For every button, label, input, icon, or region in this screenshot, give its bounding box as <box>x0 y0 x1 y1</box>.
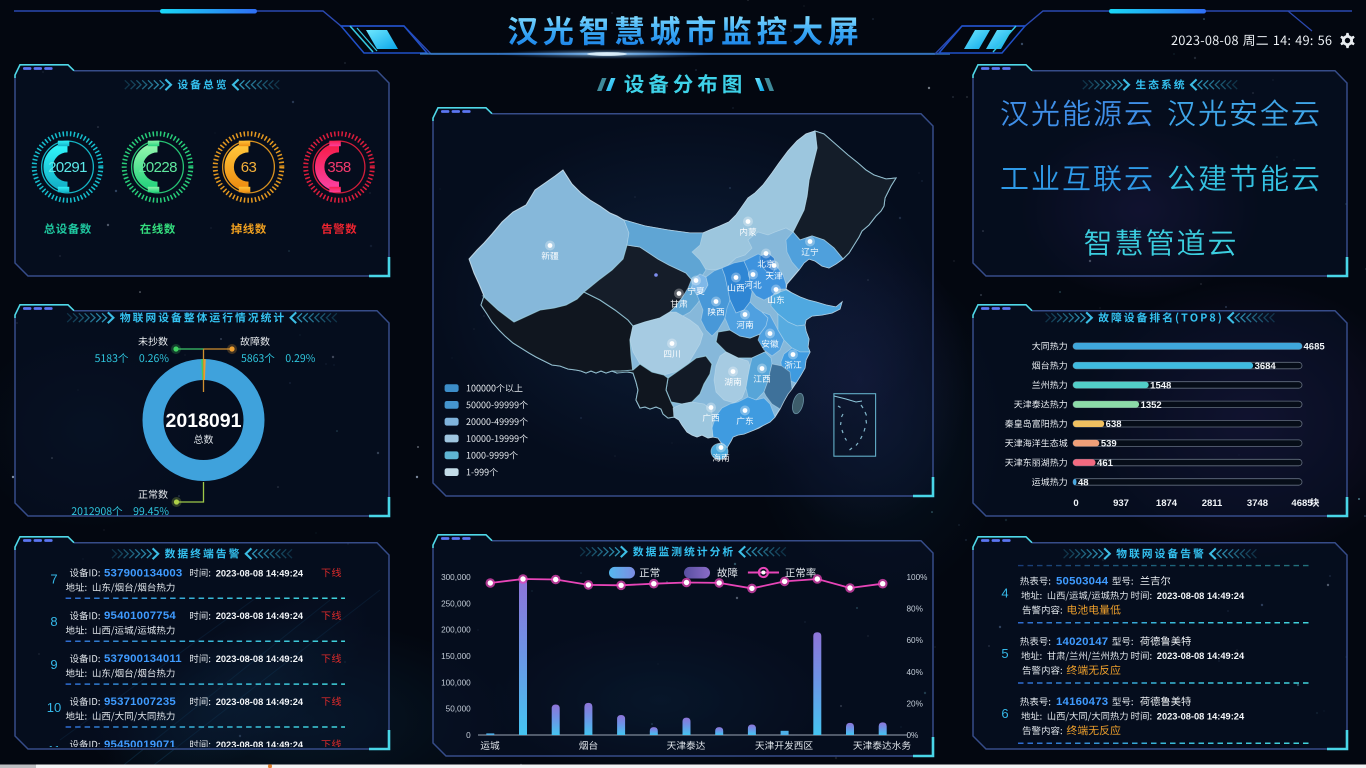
svg-text:14160473: 14160473 <box>1056 696 1108 708</box>
svg-text:100%: 100% <box>907 573 928 582</box>
svg-text:20%: 20% <box>907 699 923 708</box>
svg-text:2023-08-08 14:49:24: 2023-08-08 14:49:24 <box>1157 712 1245 722</box>
svg-text:1548: 1548 <box>1150 380 1171 391</box>
svg-text:3684: 3684 <box>1255 361 1277 372</box>
svg-text:20291: 20291 <box>48 159 87 176</box>
svg-text:48: 48 <box>1078 477 1089 488</box>
svg-text:358: 358 <box>327 159 350 176</box>
svg-text:2811: 2811 <box>1202 498 1223 509</box>
svg-text:0%: 0% <box>907 731 919 740</box>
svg-text:50503044: 50503044 <box>1056 576 1109 588</box>
svg-text:100,000: 100,000 <box>441 678 471 687</box>
svg-text:4685: 4685 <box>1304 342 1326 353</box>
svg-text:2023-08-08 14:49:24: 2023-08-08 14:49:24 <box>1157 651 1245 661</box>
svg-text:2018091: 2018091 <box>166 410 242 432</box>
svg-text:4: 4 <box>1001 586 1008 601</box>
svg-text:60%: 60% <box>907 636 923 645</box>
svg-text:11: 11 <box>47 743 61 758</box>
svg-text:150,000: 150,000 <box>441 652 471 661</box>
svg-text:200,000: 200,000 <box>441 626 471 635</box>
svg-text:3748: 3748 <box>1247 498 1268 509</box>
svg-text:40%: 40% <box>907 668 923 677</box>
svg-text:537900134011: 537900134011 <box>104 653 182 665</box>
svg-text:300,000: 300,000 <box>441 573 471 582</box>
svg-text:2023-08-08 14:49:24: 2023-08-08 14:49:24 <box>216 568 304 578</box>
svg-text:95371007235: 95371007235 <box>104 696 176 708</box>
svg-text:14020147: 14020147 <box>1056 636 1108 648</box>
svg-text:638: 638 <box>1106 419 1122 430</box>
svg-text:1352: 1352 <box>1141 400 1162 411</box>
svg-text:10: 10 <box>47 700 61 715</box>
svg-text:537900134003: 537900134003 <box>104 567 182 579</box>
svg-text:9: 9 <box>50 657 57 672</box>
svg-text:2023-08-08 14:49:24: 2023-08-08 14:49:24 <box>1157 591 1245 601</box>
svg-text:1874: 1874 <box>1156 498 1178 509</box>
svg-text:2023-08-08 14:49:24: 2023-08-08 14:49:24 <box>216 697 304 707</box>
svg-text:20228: 20228 <box>138 159 177 176</box>
svg-text:95401007754: 95401007754 <box>104 610 176 622</box>
svg-text:8: 8 <box>50 614 57 629</box>
svg-text:4685: 4685 <box>1291 498 1313 509</box>
svg-text:0: 0 <box>466 731 471 740</box>
svg-text:461: 461 <box>1097 458 1114 469</box>
svg-text:937: 937 <box>1113 498 1129 509</box>
svg-text:0: 0 <box>1073 498 1078 509</box>
svg-text:63: 63 <box>241 159 257 176</box>
svg-text:5: 5 <box>1001 646 1008 661</box>
svg-text:50,000: 50,000 <box>446 705 471 714</box>
svg-text:2023-08-08 14:49:24: 2023-08-08 14:49:24 <box>216 740 304 750</box>
svg-text:539: 539 <box>1101 439 1117 450</box>
svg-text:95450019071: 95450019071 <box>104 739 176 751</box>
svg-text:7: 7 <box>50 571 57 586</box>
svg-text:250,000: 250,000 <box>441 599 471 608</box>
svg-text:2023-08-08 14:49:24: 2023-08-08 14:49:24 <box>216 611 304 621</box>
svg-text:80%: 80% <box>907 605 923 614</box>
svg-text:2023-08-08 14:49:24: 2023-08-08 14:49:24 <box>216 654 304 664</box>
svg-text:6: 6 <box>1001 706 1008 721</box>
